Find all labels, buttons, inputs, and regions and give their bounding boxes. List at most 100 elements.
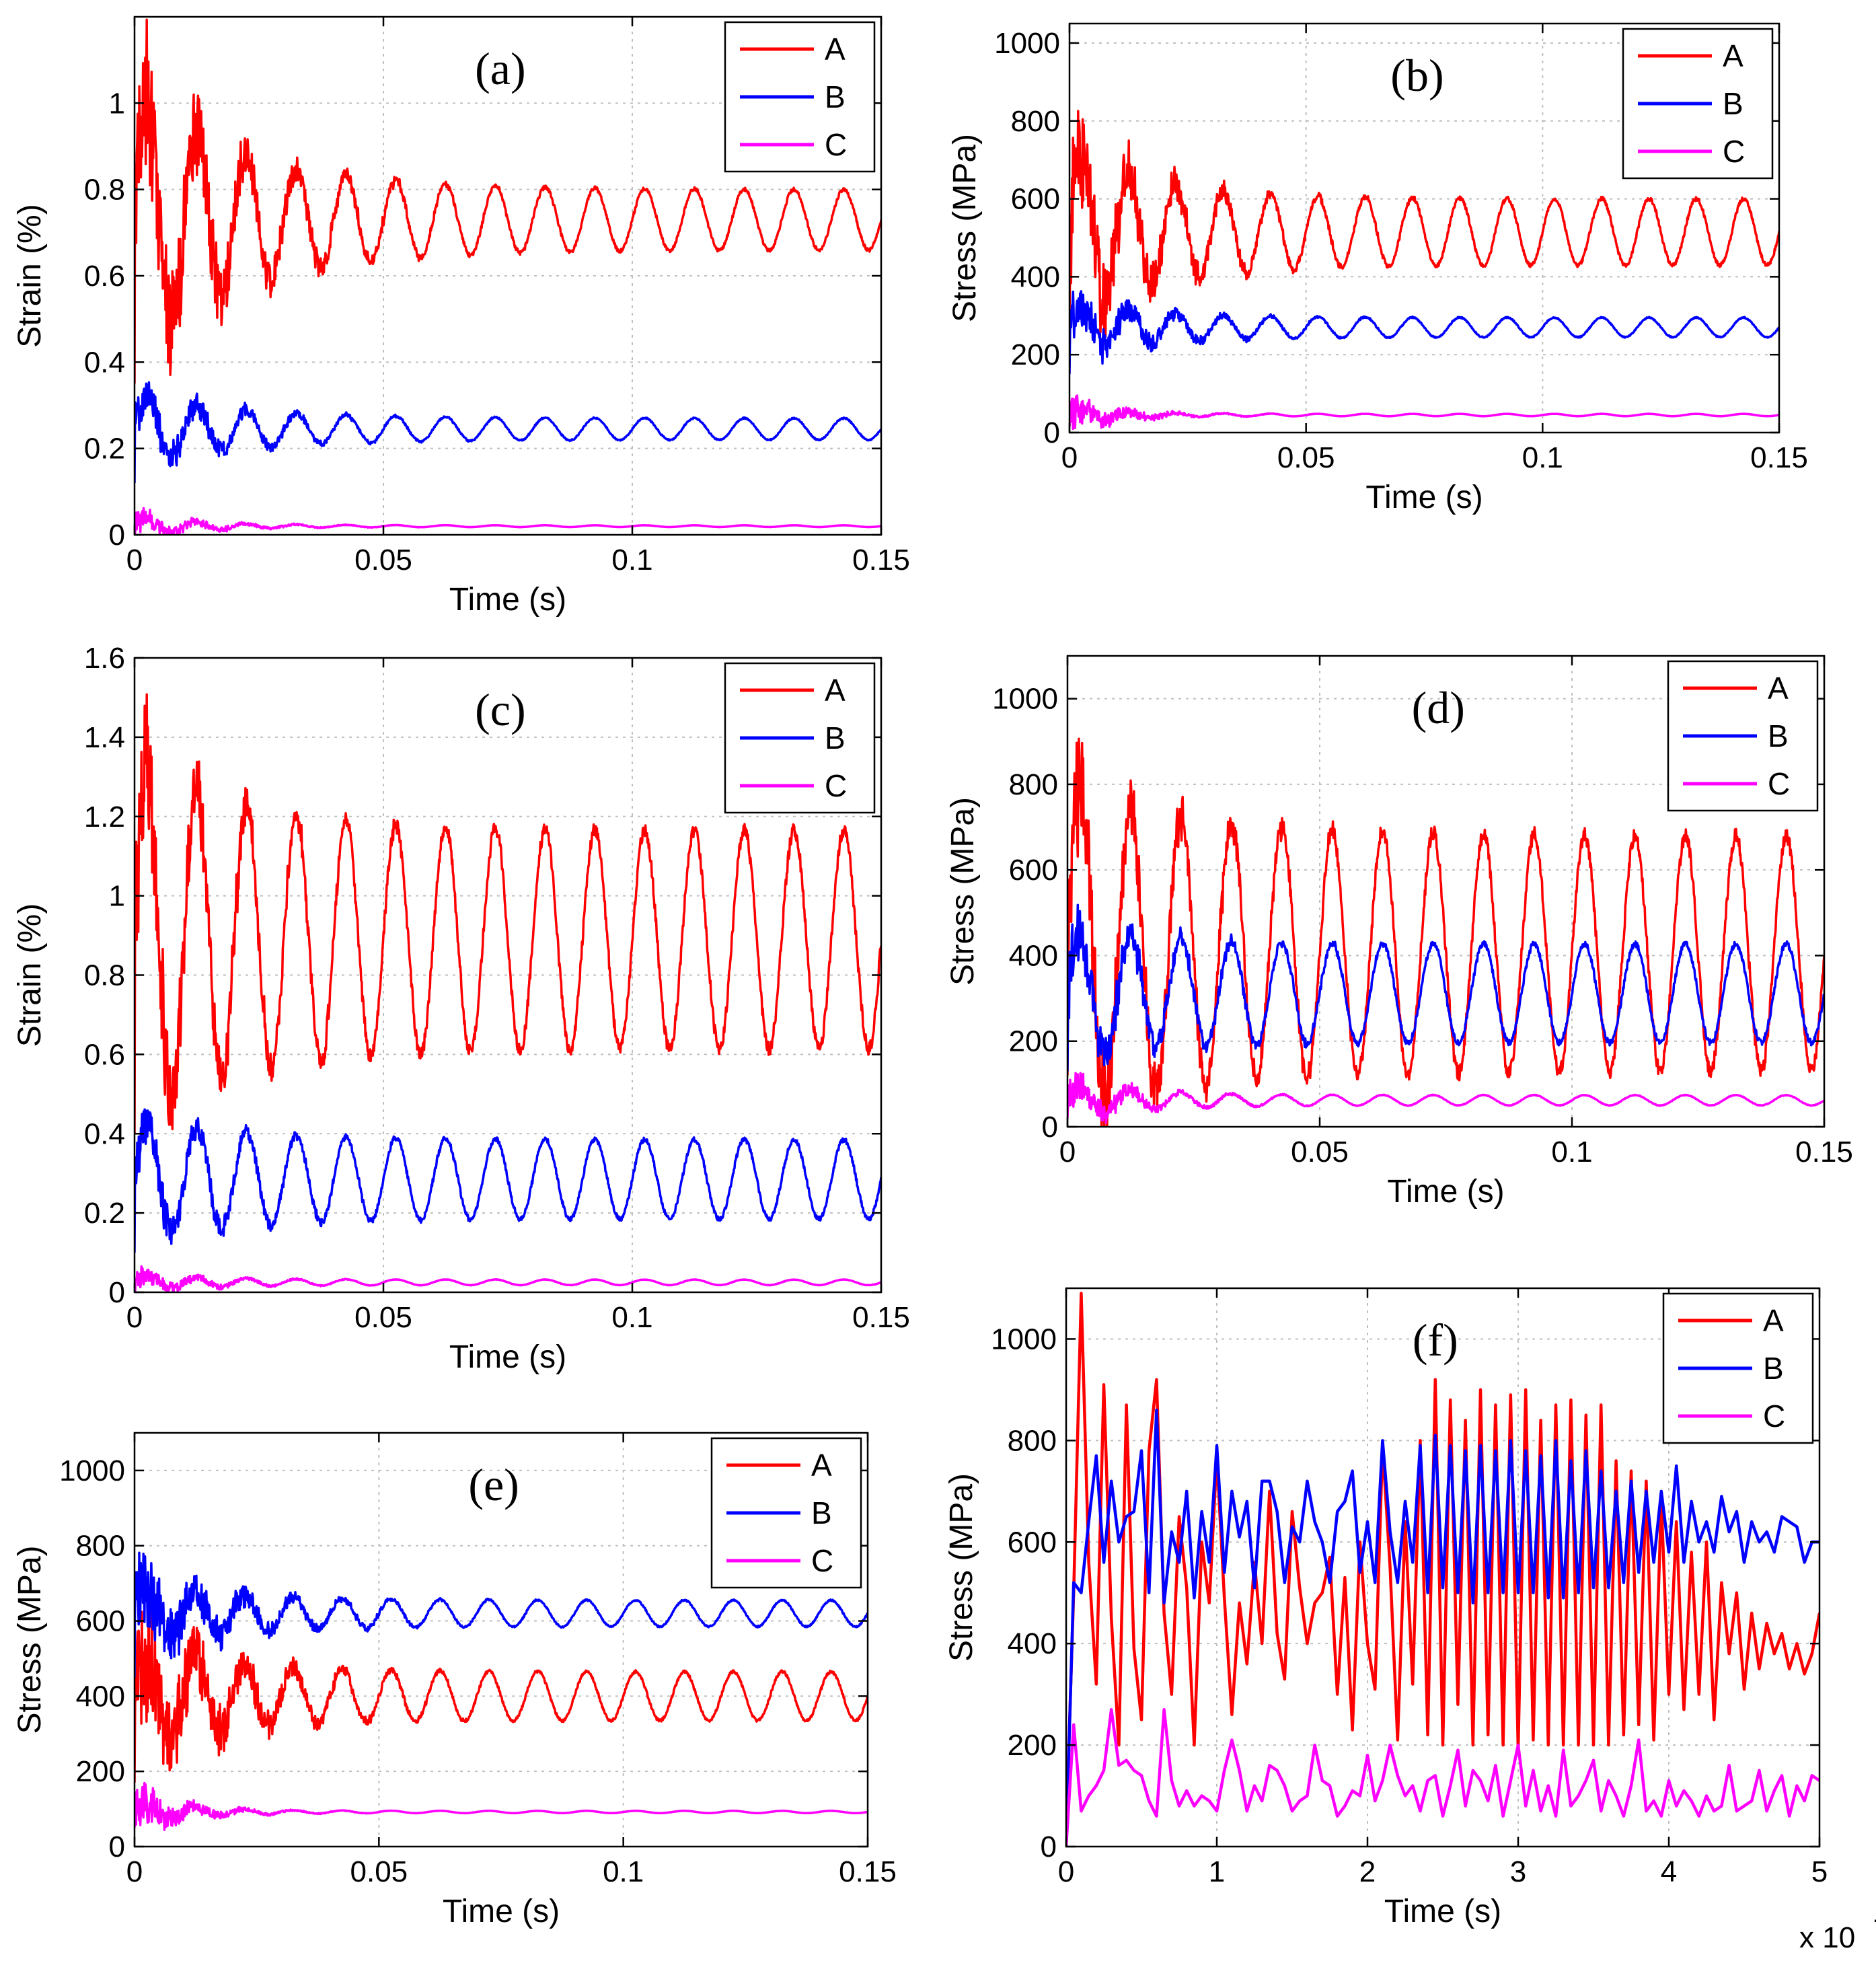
y-tick-label: 0.6	[84, 260, 125, 293]
y-tick-label: 0	[109, 1830, 125, 1863]
series-line-c	[135, 1265, 881, 1292]
panel-b: 0 0.05 0.1 0.15 0 200 400 600 800 1000 Time (s) Str…	[947, 22, 1808, 515]
legend-label-c: C	[825, 768, 847, 803]
series-group	[1070, 110, 1779, 431]
legend-label-b: B	[1763, 1351, 1784, 1386]
axes-frame	[1065, 1287, 1821, 1848]
panel-title: (c)	[475, 684, 525, 735]
x-tick-label: 0.05	[350, 1855, 408, 1888]
panel-a: 0 0.05 0.1 0.15 0 0.2 0.4 0.6 0.8 1 Time (s) Strain…	[12, 15, 910, 618]
legend-label-b: B	[1768, 718, 1789, 753]
y-tick-label: 1	[109, 87, 125, 120]
y-tick-label: 1000	[59, 1454, 125, 1487]
y-tick-label: 600	[1008, 1526, 1057, 1559]
y-tick-label: 1.2	[84, 801, 125, 833]
x-axis-label: Time (s)	[449, 582, 566, 618]
legend-label-b: B	[811, 1495, 832, 1530]
legend-label-b: B	[1723, 86, 1743, 121]
x-tick-label: 0.1	[1551, 1136, 1592, 1168]
y-tick-label: 0	[1041, 1830, 1057, 1863]
y-tick-label: 1000	[992, 683, 1058, 716]
legend-label-c: C	[825, 127, 847, 162]
y-tick-label: 1.6	[84, 642, 125, 675]
x-tick-label: 0.15	[1795, 1136, 1853, 1168]
y-tick-label: 800	[1011, 105, 1060, 138]
y-tick-label: 200	[76, 1755, 125, 1788]
series-line-a	[135, 693, 881, 1134]
series-line-b	[1066, 1408, 1819, 1847]
y-tick-label: 1000	[994, 27, 1060, 60]
legend-label-a: A	[825, 32, 846, 67]
y-tick-label: 400	[1008, 1627, 1057, 1660]
y-tick-label: 200	[1009, 1025, 1058, 1058]
y-tick-label: 0	[109, 1276, 125, 1309]
y-tick-label: 200	[1011, 338, 1060, 371]
x-axis-label: Time (s)	[1387, 1174, 1504, 1210]
y-axis-label: Stress (MPa)	[945, 797, 981, 986]
x-tick-label: 2	[1359, 1855, 1376, 1888]
axes-frame	[133, 1432, 869, 1848]
x-tick-label: 0.15	[852, 1301, 910, 1334]
series-line-a	[1070, 110, 1779, 338]
series-line-b	[135, 381, 881, 484]
x-tick-label: 0	[126, 1855, 143, 1888]
series-line-b	[135, 1108, 881, 1253]
y-tick-label: 1000	[991, 1323, 1057, 1356]
series-group	[135, 1551, 868, 1831]
y-tick-label: 0	[1044, 416, 1060, 449]
y-tick-label: 400	[1009, 939, 1058, 972]
y-tick-label: 0.4	[84, 1117, 125, 1150]
legend-label-a: A	[1763, 1303, 1784, 1338]
x-tick-label: 0	[126, 1301, 143, 1334]
x-tick-label: 0	[1061, 441, 1078, 474]
x-tick-label: 0	[1058, 1855, 1074, 1888]
legend-label-a: A	[1723, 38, 1743, 73]
x-axis-label: Time (s)	[443, 1894, 560, 1929]
x-tick-label: 0.15	[839, 1855, 897, 1888]
x-tick-label: 0.1	[1522, 441, 1563, 474]
legend: ABC	[724, 662, 876, 814]
x-axis-label: Time (s)	[1365, 480, 1483, 515]
series-line-b	[1070, 290, 1779, 375]
x-tick-label: 3	[1510, 1855, 1526, 1888]
y-tick-label: 0.4	[84, 346, 125, 379]
series-line-c	[1070, 394, 1779, 431]
panel-title: (d)	[1412, 682, 1465, 733]
series-line-a	[1066, 1292, 1819, 1832]
legend-label-c: C	[1768, 766, 1790, 801]
panel-c: 0 0.05 0.1 0.15 0 0.2 0.4 0.6 0.8 1 1.2 1.4 1.6 Time …	[12, 642, 910, 1375]
y-axis-label: Stress (MPa)	[12, 1545, 48, 1734]
x-tick-label: 0.1	[603, 1855, 644, 1888]
y-axis-label: Strain (%)	[12, 903, 48, 1047]
series-line-b	[1067, 903, 1824, 1072]
y-tick-label: 400	[76, 1680, 125, 1713]
axes-frame	[1066, 655, 1826, 1128]
y-tick-label: 0.2	[84, 1197, 125, 1230]
x-tick-label: 0	[126, 544, 143, 577]
series-group	[135, 18, 881, 535]
legend-label-a: A	[811, 1448, 832, 1483]
y-tick-label: 600	[1011, 183, 1060, 216]
series-group	[1066, 1292, 1819, 1847]
y-tick-label: 0.6	[84, 1038, 125, 1071]
series-line-c	[1066, 1708, 1819, 1847]
axes-frame	[1068, 22, 1780, 434]
x-tick-label: 0.05	[354, 1301, 412, 1334]
legend-label-b: B	[825, 79, 846, 114]
legend-label-a: A	[1768, 671, 1789, 706]
x-tick-label: 1	[1209, 1855, 1225, 1888]
legend-label-c: C	[1723, 134, 1745, 169]
x-axis-label: Time (s)	[1384, 1894, 1501, 1929]
series-group	[1067, 737, 1824, 1127]
y-tick-label: 0	[109, 519, 125, 552]
x-tick-label: 0.15	[1750, 441, 1808, 474]
y-tick-label: 800	[1009, 768, 1058, 801]
series-line-c	[135, 1781, 868, 1831]
panel-e: 0 0.05 0.1 0.15 0 200 400 600 800 1000 Time (s) Str…	[12, 1432, 897, 1929]
y-tick-label: 600	[76, 1605, 125, 1638]
legend: ABC	[1662, 1292, 1814, 1444]
x-tick-label: 5	[1811, 1855, 1828, 1888]
y-tick-label: 1	[109, 880, 125, 913]
y-tick-label: 0.2	[84, 433, 125, 466]
